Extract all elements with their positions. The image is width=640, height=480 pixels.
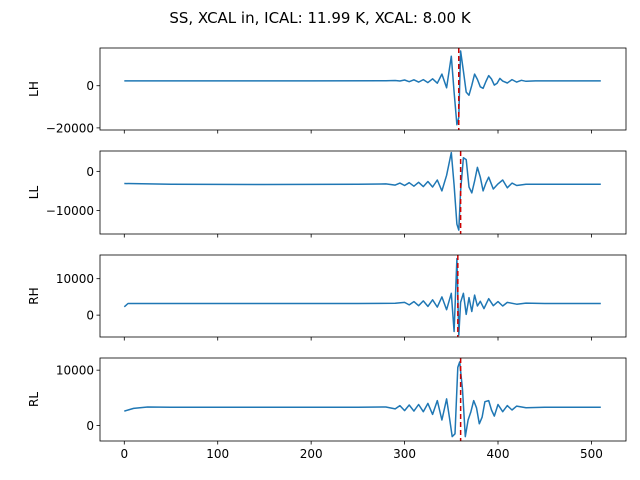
series-line-rl (124, 361, 601, 438)
y-axis-label: RH (27, 287, 41, 304)
subplot-stack: −20000 0 LH −10000 0 LL 0 10000 RH 0 100 200 300 400 5… (27, 47, 627, 461)
y-tick-label: −10000 (46, 204, 94, 218)
x-tick-label: 400 (487, 447, 510, 461)
x-tick-label: 0 (120, 447, 128, 461)
x-tick-label: 100 (206, 447, 229, 461)
subplot-lh: −20000 0 LH (27, 47, 627, 135)
y-axis-label: LL (27, 186, 41, 200)
x-tick-label: 500 (580, 447, 603, 461)
y-tick-label: 0 (86, 165, 94, 179)
x-tick-label: 200 (300, 447, 323, 461)
subplot-rl: 0 100 200 300 400 500 0 10000 RL (27, 357, 627, 461)
series-line-rh (123, 257, 601, 336)
axes-frame (99, 150, 627, 235)
axes-frame (99, 254, 627, 338)
axes-frame (99, 357, 627, 442)
x-tick-label: 300 (393, 447, 416, 461)
figure-title: SS, XCAL in, ICAL: 11.99 K, XCAL: 8.00 K (169, 9, 472, 27)
y-tick-label: 0 (86, 419, 94, 433)
axes-frame (99, 47, 627, 131)
y-axis-label: LH (27, 81, 41, 97)
series-line-lh (124, 50, 601, 126)
subplot-ll: −10000 0 LL (27, 150, 627, 238)
y-tick-label: 10000 (56, 364, 94, 378)
y-axis-label: RL (27, 392, 41, 407)
y-tick-label: 0 (86, 309, 94, 323)
subplot-rh: 0 10000 RH (27, 254, 627, 341)
y-tick-label: 0 (86, 79, 94, 93)
y-tick-label: −20000 (46, 121, 94, 135)
series-line-ll (124, 151, 601, 231)
y-tick-label: 10000 (56, 272, 94, 286)
